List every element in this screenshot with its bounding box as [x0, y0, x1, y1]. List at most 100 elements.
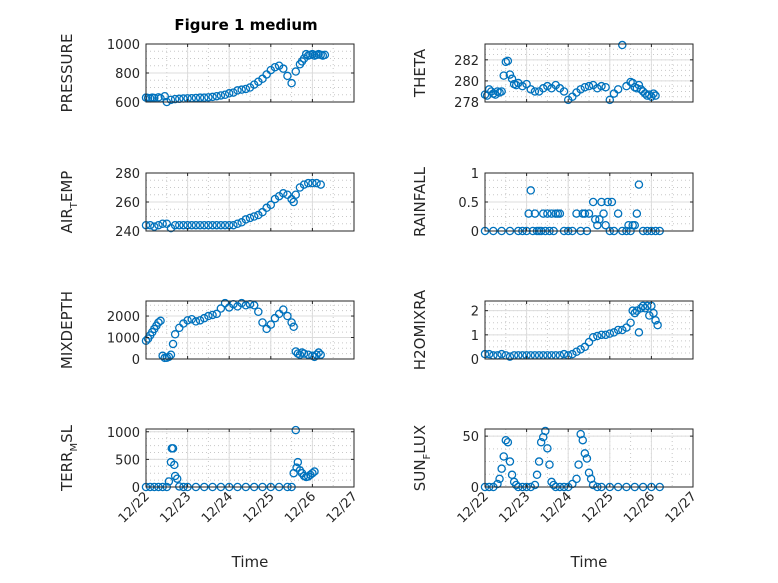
y-tick-label: 1	[471, 167, 479, 182]
data-point	[522, 79, 531, 89]
data-point	[287, 78, 296, 88]
data-point	[199, 93, 209, 102]
figure-title: Figure 1 medium	[174, 16, 317, 34]
panel-mixdepth: 0 1000 2000 MIXDEPTH	[58, 291, 355, 369]
data-point	[622, 323, 631, 332]
data-point	[628, 306, 637, 315]
data-point	[618, 325, 627, 335]
data-point	[170, 460, 179, 470]
data-point	[613, 325, 623, 335]
data-point	[493, 479, 502, 489]
data-point	[588, 197, 598, 207]
data-point	[237, 298, 246, 308]
data-point	[316, 180, 325, 189]
x-axis-label: Time	[231, 553, 269, 571]
data-point	[291, 190, 301, 199]
data-point	[283, 311, 292, 321]
data-point	[538, 209, 548, 218]
data-point	[208, 220, 217, 230]
y-axis-label: AIRTEMP	[58, 171, 80, 234]
data-point	[212, 220, 221, 230]
data-point	[170, 220, 180, 230]
data-point	[536, 437, 546, 447]
data-point	[534, 457, 544, 466]
y-axis-label: PRESSURE	[58, 34, 76, 113]
data-point	[279, 189, 288, 198]
panel-rainfall: 0 0.5 1 RAINFALL	[411, 166, 694, 240]
data-point	[597, 330, 606, 340]
series-markers	[141, 49, 330, 107]
data-point	[299, 180, 309, 189]
data-point	[553, 209, 563, 218]
data-point	[634, 80, 644, 90]
data-point	[187, 220, 197, 230]
axes-box	[145, 300, 355, 360]
data-point	[634, 328, 644, 337]
data-point	[484, 349, 494, 359]
y-tick-label: 50	[462, 430, 479, 445]
data-point	[279, 64, 288, 73]
data-point	[249, 301, 259, 310]
y-axis-label: THETA	[411, 48, 429, 98]
data-point	[237, 85, 246, 94]
data-point	[170, 94, 180, 104]
y-tick-label: 500	[115, 453, 140, 468]
data-point	[503, 56, 513, 66]
data-point	[507, 74, 517, 84]
data-point	[559, 349, 569, 359]
y-axis-label: H2OMIXRA	[411, 289, 429, 370]
data-point	[204, 93, 213, 102]
data-point	[160, 91, 169, 101]
data-point	[547, 209, 556, 218]
y-tick-label: 1	[471, 329, 479, 344]
data-point	[605, 95, 615, 105]
axes-box	[145, 428, 355, 488]
data-point	[524, 209, 533, 218]
data-point	[530, 480, 540, 490]
y-axis-label: SUNFLUX	[411, 425, 433, 491]
data-point	[559, 87, 569, 96]
data-point	[320, 50, 330, 60]
data-point	[233, 219, 242, 228]
data-point	[505, 352, 515, 361]
y-tick-label: 0	[471, 353, 479, 368]
data-point	[241, 84, 251, 94]
y-tick-label: 280	[454, 75, 479, 90]
y-tick-label: 2000	[107, 310, 140, 325]
data-point	[526, 186, 536, 195]
data-point	[258, 318, 267, 327]
data-point	[511, 80, 521, 90]
data-point	[628, 220, 637, 230]
data-point	[580, 449, 590, 458]
data-point	[568, 479, 577, 489]
data-point	[597, 197, 606, 207]
data-point	[216, 220, 226, 230]
data-point	[183, 316, 192, 325]
data-point	[293, 457, 303, 467]
data-point	[270, 62, 280, 72]
axes-box	[484, 300, 694, 360]
data-point	[308, 178, 317, 188]
data-point	[241, 215, 251, 224]
data-point	[208, 92, 217, 102]
data-point	[212, 91, 221, 101]
data-point	[590, 215, 600, 224]
data-point	[626, 318, 635, 327]
y-tick-label: 280	[115, 167, 140, 182]
data-point	[607, 197, 617, 207]
data-point	[308, 49, 317, 59]
data-point	[595, 215, 604, 224]
y-axis-label: TERRMSL	[58, 424, 80, 492]
data-point	[172, 474, 182, 483]
data-point	[599, 209, 608, 218]
data-point	[584, 337, 594, 347]
data-point	[572, 474, 581, 484]
data-point	[187, 315, 197, 324]
data-point	[653, 320, 662, 330]
data-point	[576, 345, 585, 354]
data-point	[651, 316, 660, 325]
y-tick-label: 1000	[107, 426, 140, 441]
panel-h2omixra: 0 1 2 H2OMIXRA	[411, 289, 694, 370]
data-point	[601, 330, 610, 340]
